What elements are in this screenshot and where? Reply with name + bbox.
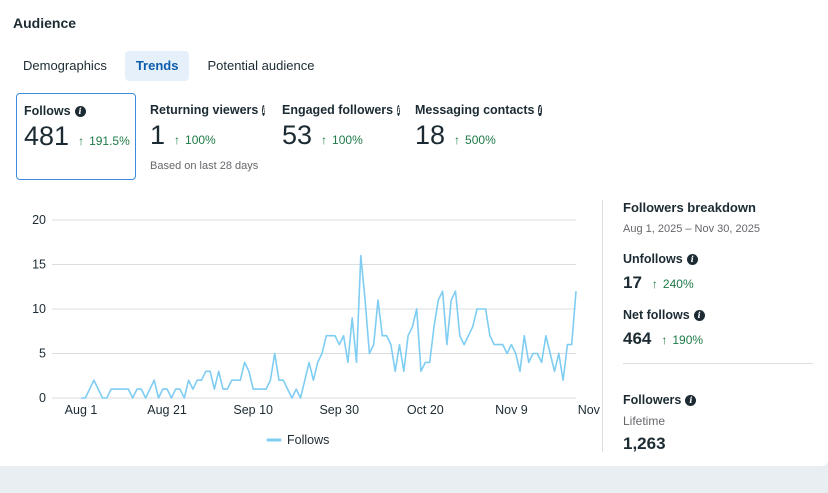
net-follows-label: Net follows xyxy=(623,308,690,322)
metric-value: 53 xyxy=(282,120,313,150)
metric-value-row: 1 ↑ 100% xyxy=(150,120,264,151)
followers-value: 1,263 xyxy=(623,434,666,453)
unfollows-change-value: 240% xyxy=(662,277,694,291)
info-icon[interactable]: i xyxy=(685,394,697,406)
arrow-up-icon: ↑ xyxy=(661,333,668,347)
metric-label-wrap: Follows i xyxy=(24,104,128,118)
metric-change: ↑ 500% xyxy=(454,133,496,147)
metric-change: ↑ 191.5% xyxy=(78,134,130,148)
follows-line-chart[interactable]: 0 5 10 15 20 Aug 1 Aug 21 Sep 10 Sep 30 Oct 20 Nov… xyxy=(0,200,600,460)
breakdown-title: Followers breakdown xyxy=(623,200,756,215)
x-tick-label: Aug 21 xyxy=(147,403,187,417)
info-icon[interactable]: i xyxy=(397,104,401,116)
legend-label: Follows xyxy=(287,433,329,447)
metric-change: ↑ 100% xyxy=(321,133,363,147)
tab-trends[interactable]: Trends xyxy=(124,51,190,81)
info-icon[interactable]: i xyxy=(262,104,266,116)
info-icon[interactable]: i xyxy=(686,253,698,265)
metric-change-value: 191.5% xyxy=(89,134,130,148)
metric-messaging-contacts[interactable]: Messaging contacts i 18 ↑ 500% xyxy=(408,93,548,180)
y-tick-label: 15 xyxy=(32,258,46,272)
arrow-up-icon: ↑ xyxy=(321,133,328,147)
metric-value: 481 xyxy=(24,121,70,151)
info-icon[interactable]: i xyxy=(538,104,542,116)
metric-label: Messaging contacts xyxy=(415,103,535,117)
metric-label: Follows xyxy=(24,104,71,118)
followers-label-wrap: Followers i xyxy=(623,393,818,407)
y-tick-label: 10 xyxy=(32,302,46,316)
followers-breakdown: Followers breakdown Aug 1, 2025 – Nov 30… xyxy=(623,200,818,454)
metric-change: ↑ 100% xyxy=(174,133,216,147)
net-follows-change: ↑ 190% xyxy=(661,333,703,347)
net-follows-value: 464 xyxy=(623,329,652,348)
metric-change-value: 100% xyxy=(185,133,216,147)
x-tick-label: Aug 1 xyxy=(65,403,98,417)
tab-demographics[interactable]: Demographics xyxy=(23,58,107,73)
x-tick-label: Sep 10 xyxy=(233,403,273,417)
metric-returning-viewers[interactable]: Returning viewers i 1 ↑ 100% Based on las… xyxy=(143,93,271,180)
unfollows-change: ↑ 240% xyxy=(652,277,694,291)
info-icon[interactable]: i xyxy=(693,309,705,321)
y-tick-label: 5 xyxy=(39,347,46,361)
metric-value: 18 xyxy=(415,120,446,150)
arrow-up-icon: ↑ xyxy=(454,133,461,147)
x-tick-label: Nov 9 xyxy=(495,403,528,417)
metric-value-row: 481 ↑ 191.5% xyxy=(24,121,130,152)
y-tick-label: 20 xyxy=(32,213,46,227)
unfollows-row: 17 ↑ 240% xyxy=(623,273,818,293)
vertical-divider xyxy=(602,200,603,452)
metric-engaged-followers[interactable]: Engaged followers i 53 ↑ 100% xyxy=(275,93,403,180)
metric-change-value: 500% xyxy=(465,133,496,147)
arrow-up-icon: ↑ xyxy=(78,134,85,148)
tab-bar: Demographics Trends Potential audience xyxy=(12,51,332,81)
metric-follows[interactable]: Follows i 481 ↑ 191.5% xyxy=(16,93,136,180)
breakdown-divider xyxy=(623,363,813,364)
x-tick-label: Sep 30 xyxy=(319,403,359,417)
metric-label-wrap: Engaged followers i xyxy=(282,103,401,117)
metric-label: Returning viewers xyxy=(150,103,259,117)
arrow-up-icon: ↑ xyxy=(651,277,658,291)
tab-potential-audience[interactable]: Potential audience xyxy=(207,58,315,73)
metric-label: Engaged followers xyxy=(282,103,394,117)
followers-label: Followers xyxy=(623,393,682,407)
unfollows-value: 17 xyxy=(623,273,642,292)
audience-card: Audience Demographics Trends Potential a… xyxy=(0,0,828,466)
metric-value: 1 xyxy=(150,120,166,150)
metric-label-wrap: Returning viewers i xyxy=(150,103,266,117)
unfollows-label-wrap: Unfollows i xyxy=(623,252,818,266)
unfollows-label: Unfollows xyxy=(623,252,683,266)
net-follows-row: 464 ↑ 190% xyxy=(623,329,818,349)
net-follows-change-value: 190% xyxy=(672,333,704,347)
y-tick-label: 0 xyxy=(39,391,46,405)
followers-sublabel: Lifetime xyxy=(623,414,666,428)
metric-value-row: 53 ↑ 100% xyxy=(282,120,396,151)
metric-label-wrap: Messaging contacts i xyxy=(415,103,542,117)
page-title: Audience xyxy=(13,15,77,31)
metric-note: Based on last 28 days xyxy=(150,160,259,172)
breakdown-date-range: Aug 1, 2025 – Nov 30, 2025 xyxy=(623,223,760,235)
arrow-up-icon: ↑ xyxy=(174,133,181,147)
x-tick-label: Nov 29 xyxy=(578,403,600,417)
series-line-follows[interactable] xyxy=(81,254,577,399)
metric-value-row: 18 ↑ 500% xyxy=(415,120,541,151)
net-follows-label-wrap: Net follows i xyxy=(623,308,818,322)
info-icon[interactable]: i xyxy=(74,105,86,117)
metric-change-value: 100% xyxy=(332,133,363,147)
x-tick-label: Oct 20 xyxy=(407,403,444,417)
